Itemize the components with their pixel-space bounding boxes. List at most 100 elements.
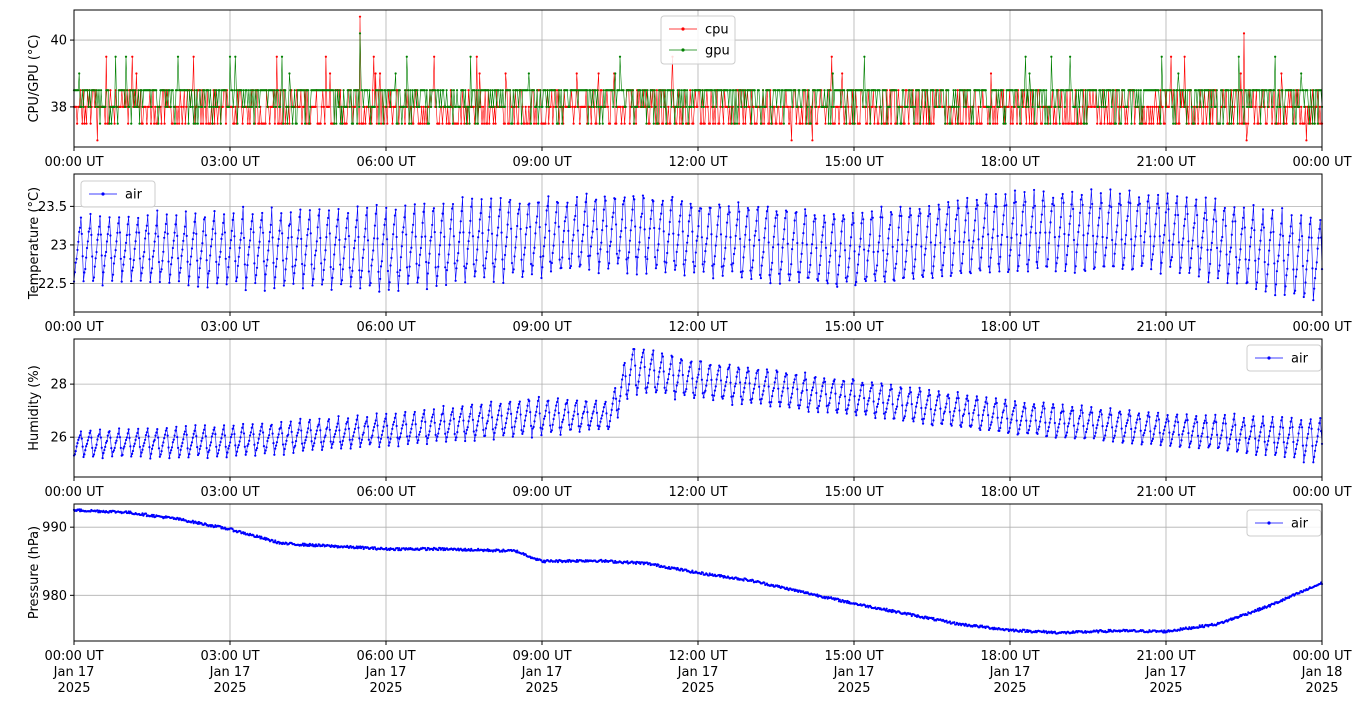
data-point xyxy=(411,231,414,234)
data-point xyxy=(788,279,791,282)
data-point xyxy=(376,89,380,92)
data-point xyxy=(739,89,742,92)
data-point xyxy=(860,89,864,92)
data-point xyxy=(490,400,493,403)
data-point xyxy=(333,433,337,436)
series-group xyxy=(72,188,1324,302)
data-point xyxy=(298,215,301,219)
data-point xyxy=(514,420,517,423)
data-point xyxy=(721,397,724,400)
data-point xyxy=(80,232,83,235)
data-point xyxy=(315,240,318,243)
data-point xyxy=(464,439,467,443)
data-point xyxy=(792,231,795,235)
data-point xyxy=(951,105,954,108)
data-point xyxy=(686,374,690,378)
data-point xyxy=(725,375,729,379)
data-point xyxy=(1307,249,1310,252)
data-point xyxy=(74,105,78,108)
data-point xyxy=(790,139,793,142)
data-point xyxy=(456,430,459,434)
data-point xyxy=(235,280,238,283)
data-point xyxy=(1269,231,1272,234)
data-point xyxy=(1079,198,1082,201)
data-point xyxy=(791,238,795,241)
data-point xyxy=(372,237,376,240)
data-point xyxy=(357,235,360,239)
data-point xyxy=(687,220,690,223)
data-point xyxy=(456,122,460,125)
data-point xyxy=(1237,55,1240,58)
data-point xyxy=(515,105,518,108)
data-point xyxy=(1253,229,1256,232)
data-point xyxy=(164,105,167,108)
data-point xyxy=(178,122,181,125)
data-point xyxy=(523,253,526,256)
data-point xyxy=(1085,256,1088,259)
data-point xyxy=(287,236,290,239)
data-point xyxy=(710,378,713,381)
data-point xyxy=(911,271,914,275)
data-point xyxy=(467,89,470,92)
data-point xyxy=(290,105,293,108)
data-point xyxy=(622,199,625,203)
data-point xyxy=(81,89,84,92)
data-point xyxy=(101,284,104,287)
data-point xyxy=(467,420,470,423)
data-point xyxy=(248,105,252,108)
data-point xyxy=(551,122,554,125)
data-point xyxy=(454,439,457,442)
data-point xyxy=(1164,105,1167,108)
data-point xyxy=(1210,241,1213,245)
data-point xyxy=(608,122,612,125)
data-point xyxy=(744,122,747,125)
data-point xyxy=(1240,89,1243,92)
data-point xyxy=(228,55,232,58)
legend-label-cpu: cpu xyxy=(705,23,729,38)
data-point xyxy=(975,395,978,398)
data-point xyxy=(113,255,116,258)
data-point xyxy=(455,267,458,270)
data-point xyxy=(352,434,355,438)
data-point xyxy=(752,105,755,108)
data-point xyxy=(1052,122,1055,125)
data-point xyxy=(1143,241,1146,244)
data-point xyxy=(1219,250,1222,253)
data-point xyxy=(348,105,351,108)
data-point xyxy=(740,276,743,279)
data-point xyxy=(552,417,555,421)
data-point xyxy=(1289,225,1292,228)
data-point xyxy=(1171,105,1174,108)
data-point xyxy=(662,89,665,92)
data-point xyxy=(657,375,660,379)
data-point xyxy=(869,233,872,236)
data-point xyxy=(704,105,707,108)
data-point xyxy=(512,432,515,435)
data-point xyxy=(276,436,279,439)
data-point xyxy=(299,417,302,420)
data-point xyxy=(507,122,511,125)
data-point xyxy=(155,431,158,434)
data-point xyxy=(174,429,177,432)
data-point xyxy=(118,436,122,439)
data-point xyxy=(727,205,730,208)
data-point xyxy=(243,263,246,266)
data-point xyxy=(615,105,618,108)
data-point xyxy=(1288,105,1291,108)
data-point xyxy=(830,242,833,245)
data-point xyxy=(885,259,888,262)
data-point xyxy=(825,404,828,408)
data-point xyxy=(1144,222,1148,225)
data-point xyxy=(655,89,658,92)
data-point xyxy=(933,255,936,258)
data-point xyxy=(1019,241,1022,245)
data-point xyxy=(967,212,970,215)
data-point xyxy=(1203,211,1207,215)
data-point xyxy=(404,410,407,414)
data-point xyxy=(289,89,292,92)
data-point xyxy=(452,417,455,420)
data-point xyxy=(979,105,982,108)
data-point xyxy=(405,423,408,426)
data-point xyxy=(529,225,532,228)
